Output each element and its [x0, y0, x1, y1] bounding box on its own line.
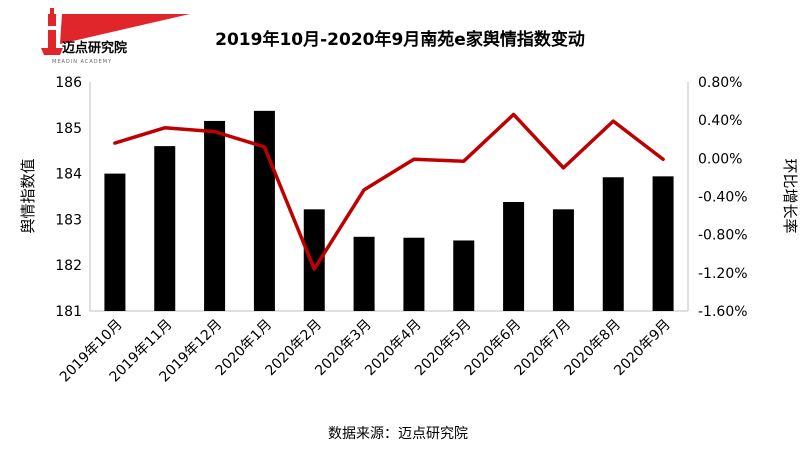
right-tick-label: 0.40%: [698, 113, 742, 129]
bar: [303, 209, 325, 311]
line-point: [413, 158, 415, 160]
bar: [253, 110, 275, 311]
bar: [552, 209, 574, 311]
growth-rate-line: [113, 112, 665, 271]
left-tick-label: 186: [55, 75, 82, 91]
bar: [104, 173, 126, 311]
bar: [204, 120, 226, 312]
right-tick-label: 0.80%: [698, 75, 742, 91]
red-flag-icon: [60, 14, 190, 44]
logo-subtitle: MEADIN ACADEMY: [52, 59, 112, 65]
right-tick-label: -0.80%: [698, 228, 748, 244]
right-tick-label: -1.60%: [698, 304, 748, 320]
line-point: [612, 120, 614, 122]
logo: 迈点研究院 MEADIN ACADEMY: [41, 8, 190, 65]
bar: [453, 240, 475, 311]
line-point: [263, 146, 265, 148]
bar: [652, 176, 674, 311]
bar-series: [104, 110, 674, 312]
bar: [154, 146, 176, 311]
line-point: [214, 131, 216, 133]
line-point: [463, 160, 465, 162]
left-tick-label: 182: [55, 258, 82, 274]
lighthouse-icon: [41, 8, 63, 55]
right-tick-label: -0.40%: [698, 190, 748, 206]
logo-name: 迈点研究院: [62, 40, 127, 56]
line-point: [313, 268, 315, 270]
left-tick-label: 185: [55, 121, 82, 137]
source-note: 数据来源：迈点研究院: [328, 426, 468, 442]
left-tick-label: 183: [55, 212, 82, 228]
line-point: [513, 113, 515, 115]
line-series: [113, 112, 665, 271]
line-point: [562, 167, 564, 169]
line-point: [363, 189, 365, 191]
left-y-ticks: 181 182 183 184 185 186: [55, 75, 82, 320]
left-tick-label: 184: [55, 167, 82, 183]
line-point: [662, 158, 664, 160]
bar: [403, 237, 425, 311]
chart-title: 2019年10月-2020年9月南苑e家舆情指数变动: [215, 29, 585, 50]
y2-axis-label: 环比增长率: [781, 158, 799, 233]
x-axis-ticks: 2019年10月2019年11月2019年12月2020年1月2020年2月20…: [57, 317, 674, 386]
line-point: [164, 127, 166, 129]
plot-area: 181 182 183 184 185 186 -1.60% -1.20% -0.80% -0.…: [55, 75, 747, 385]
right-tick-label: 0.00%: [698, 151, 742, 167]
left-tick-label: 181: [55, 304, 82, 320]
bar: [503, 201, 525, 311]
bar: [602, 177, 624, 311]
right-tick-label: -1.20%: [698, 266, 748, 282]
bar: [353, 236, 375, 311]
right-y-ticks: -1.60% -1.20% -0.80% -0.40% 0.00% 0.40% 0.80%: [698, 75, 748, 320]
line-point: [114, 142, 116, 144]
y-axis-label: 舆情指数值: [19, 158, 37, 233]
